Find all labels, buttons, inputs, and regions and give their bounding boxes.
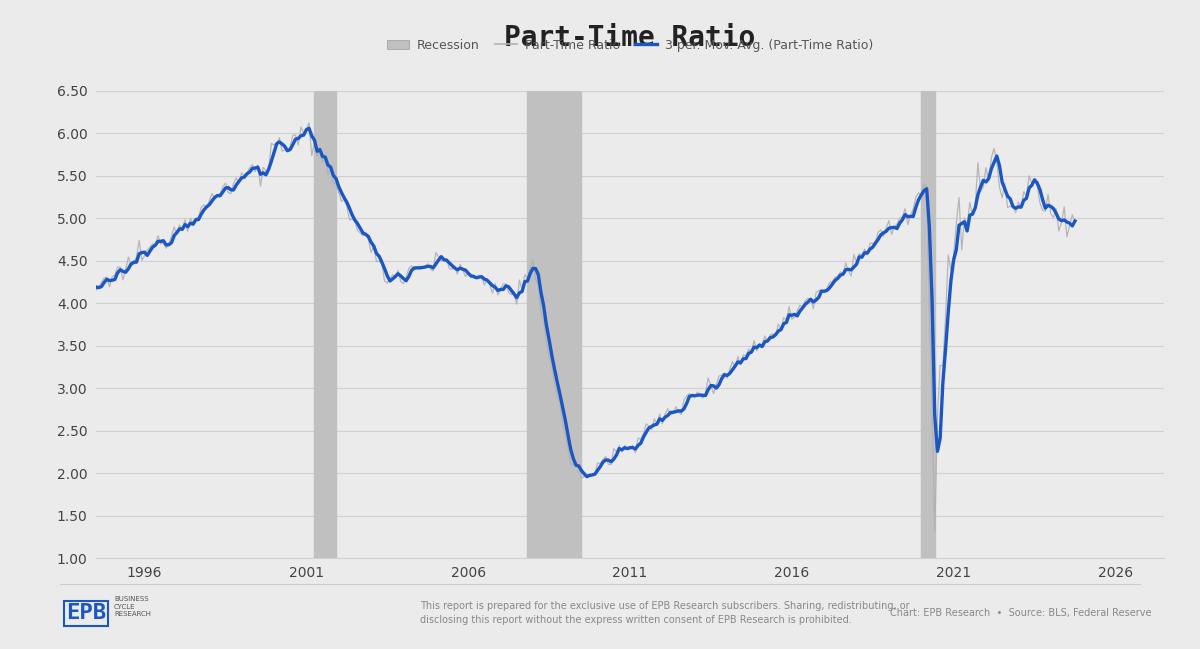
Text: EPB: EPB: [66, 604, 106, 623]
Bar: [528, 91, 582, 558]
Bar: [314, 91, 336, 558]
Legend: Recession, Part-Time Ratio, 3 per. Mov. Avg. (Part-Time Ratio): Recession, Part-Time Ratio, 3 per. Mov. …: [382, 34, 878, 57]
Bar: [922, 91, 935, 558]
Text: Chart: EPB Research  •  Source: BLS, Federal Reserve: Chart: EPB Research • Source: BLS, Feder…: [890, 608, 1152, 618]
Text: BUSINESS
CYCLE
RESEARCH: BUSINESS CYCLE RESEARCH: [114, 596, 151, 617]
Text: This report is prepared for the exclusive use of EPB Research subscribers. Shari: This report is prepared for the exclusiv…: [420, 602, 910, 625]
Title: Part-Time Ratio: Part-Time Ratio: [504, 25, 756, 53]
